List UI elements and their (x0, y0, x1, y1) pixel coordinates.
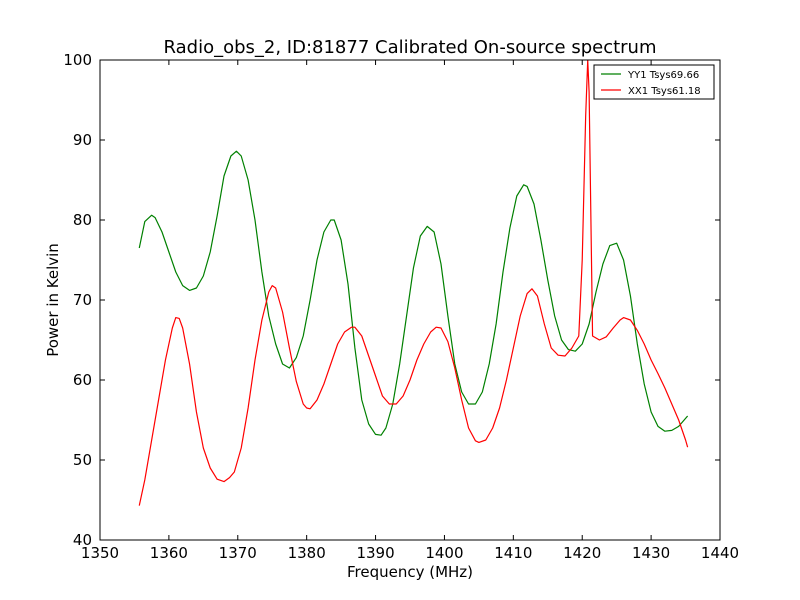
legend: YY1 Tsys69.66 XX1 Tsys61.18 (593, 64, 715, 100)
x-tick-label: 1410 (494, 544, 532, 562)
x-tick-label: 1430 (632, 544, 670, 562)
x-axis-label: Frequency (MHz) (347, 563, 473, 581)
x-tick-label: 1370 (219, 544, 257, 562)
x-tick-label: 1360 (150, 544, 188, 562)
series-layer (138, 60, 689, 506)
y-tick-label: 60 (73, 371, 92, 389)
legend-label-xx1: XX1 Tsys61.18 (628, 86, 701, 97)
y-tick-label: 100 (63, 51, 92, 69)
x-tick-label: 1350 (81, 544, 119, 562)
chart-title: Radio_obs_2, ID:81877 Calibrated On-sour… (164, 37, 657, 58)
y-tick-label: 50 (73, 451, 92, 469)
y-axis: 40 50 60 70 80 90 100 (63, 51, 720, 549)
x-tick-label: 1390 (356, 544, 394, 562)
y-tick-label: 80 (73, 211, 92, 229)
x-axis: 1350 1360 1370 1380 1390 1400 1410 1420 1430 1440 (81, 60, 739, 562)
legend-label-yy1: YY1 Tsys69.66 (627, 70, 699, 81)
y-axis-label: Power in Kelvin (44, 243, 62, 357)
y-tick-label: 90 (73, 131, 92, 149)
legend-box (593, 64, 715, 100)
plot-area (138, 60, 689, 506)
x-tick-label: 1400 (425, 544, 463, 562)
x-tick-label: 1420 (563, 544, 601, 562)
y-tick-label: 70 (73, 291, 92, 309)
y-tick-label: 40 (73, 531, 92, 549)
series-line-xx1 (138, 60, 689, 506)
x-tick-label: 1440 (701, 544, 739, 562)
series-line-yy1 (138, 150, 689, 436)
x-tick-label: 1380 (288, 544, 326, 562)
